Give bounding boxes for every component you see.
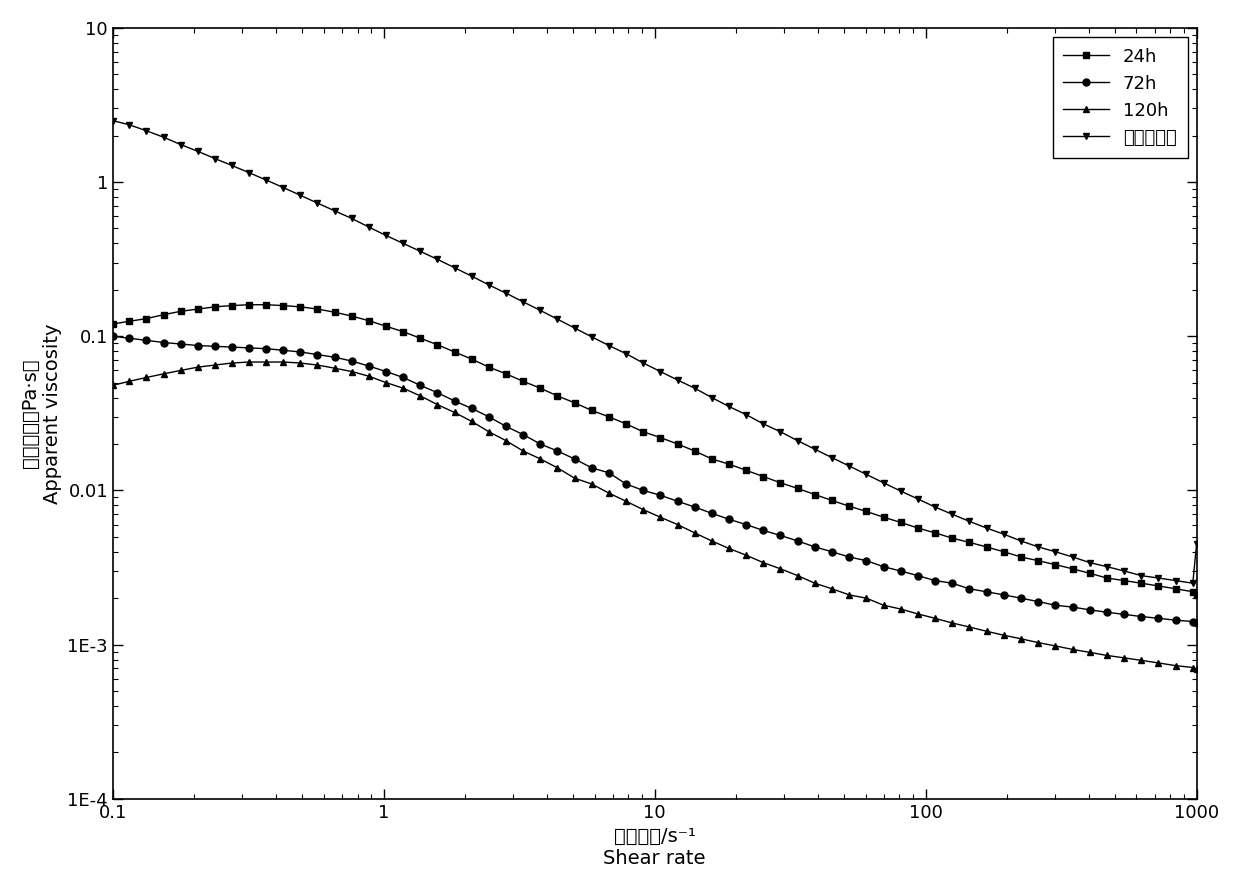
72h [567, 453, 582, 464]
72h [1189, 618, 1204, 629]
24h [1168, 583, 1183, 594]
72h [1048, 600, 1063, 611]
72h [430, 388, 445, 398]
不添加酵母 [1048, 547, 1063, 557]
120h [1189, 664, 1204, 675]
120h [448, 407, 463, 418]
24h [1189, 589, 1204, 600]
不添加酵母 [567, 323, 582, 333]
24h [1065, 564, 1080, 574]
72h [670, 496, 684, 507]
120h [105, 380, 120, 390]
不添加酵母 [670, 374, 684, 385]
Line: 120h: 120h [109, 358, 1200, 673]
24h [448, 347, 463, 357]
不添加酵母 [361, 221, 376, 232]
不添加酵母 [105, 116, 120, 126]
72h [361, 361, 376, 372]
120h [242, 356, 257, 367]
120h [1065, 645, 1080, 655]
120h [1168, 661, 1183, 671]
24h [584, 405, 599, 416]
120h [584, 478, 599, 489]
24h [242, 300, 257, 310]
72h [105, 331, 120, 341]
72h [1168, 615, 1183, 626]
Legend: 24h, 72h, 120h, 不添加酵母: 24h, 72h, 120h, 不添加酵母 [1053, 36, 1188, 157]
120h [687, 527, 702, 538]
120h [378, 377, 393, 388]
Line: 72h: 72h [109, 332, 1200, 627]
Line: 不添加酵母: 不添加酵母 [109, 117, 1200, 587]
Line: 24h: 24h [109, 301, 1200, 598]
不添加酵母 [430, 254, 445, 265]
不添加酵母 [1189, 539, 1204, 549]
24h [105, 318, 120, 329]
Y-axis label: 表观粘度（Pa·s）
Apparent viscosity: 表观粘度（Pa·s） Apparent viscosity [21, 323, 62, 503]
24h [687, 445, 702, 456]
不添加酵母 [1185, 578, 1200, 589]
不添加酵母 [1151, 573, 1166, 583]
X-axis label: 剪切速率/s⁻¹
Shear rate: 剪切速率/s⁻¹ Shear rate [604, 827, 706, 869]
24h [378, 321, 393, 332]
